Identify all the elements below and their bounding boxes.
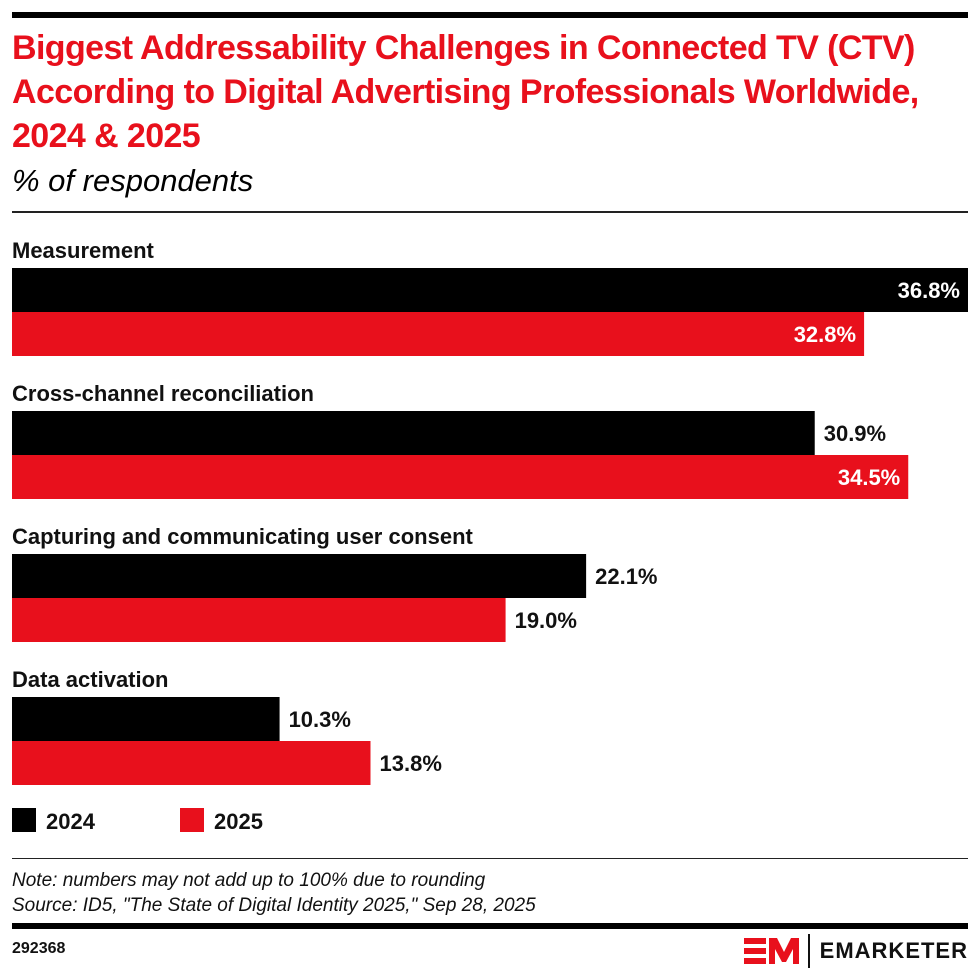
bar-2024 (12, 554, 587, 598)
brand-name: EMARKETER (819, 938, 968, 963)
category-label: Measurement (12, 238, 155, 263)
value-label: 22.1% (595, 564, 657, 589)
logo-separator (807, 934, 810, 968)
emarketer-logo: EMARKETER (743, 934, 968, 968)
category-label: Data activation (12, 667, 169, 692)
note-text: Note: numbers may not add up to 100% due… (12, 870, 486, 891)
bar-2024 (12, 268, 968, 312)
legend-swatch-2025 (180, 808, 204, 832)
legend-label-2024: 2024 (46, 809, 96, 834)
value-label: 19.0% (515, 608, 577, 633)
value-label: 36.8% (898, 278, 960, 303)
header-divider (12, 211, 968, 213)
footnotes: Note: numbers may not add up to 100% due… (12, 868, 536, 918)
bottom-rule (12, 923, 968, 929)
legend-swatch-2024 (12, 808, 36, 832)
chart-subtitle: % of respondents (12, 163, 254, 198)
value-label: 30.9% (824, 421, 886, 446)
bar-2024 (12, 411, 815, 455)
bar-2025 (12, 455, 909, 499)
top-rule (12, 12, 968, 18)
bar-2025 (12, 598, 506, 642)
legend-label-2025: 2025 (214, 809, 263, 834)
bar-2025 (12, 741, 371, 785)
category-label: Cross-channel reconciliation (12, 381, 314, 406)
chart-title: Biggest Addressability Challenges in Con… (12, 29, 919, 155)
chart-id: 292368 (12, 940, 66, 957)
em-logo-icon (743, 938, 799, 964)
bar-2024 (12, 697, 280, 741)
category-label: Capturing and communicating user consent (12, 524, 474, 549)
value-label: 34.5% (838, 465, 900, 490)
source-text: Source: ID5, "The State of Digital Ident… (12, 895, 536, 916)
footer-divider (12, 858, 968, 859)
value-label: 13.8% (380, 751, 442, 776)
value-label: 10.3% (289, 707, 351, 732)
value-label: 32.8% (794, 322, 856, 347)
bar-2025 (12, 312, 865, 356)
